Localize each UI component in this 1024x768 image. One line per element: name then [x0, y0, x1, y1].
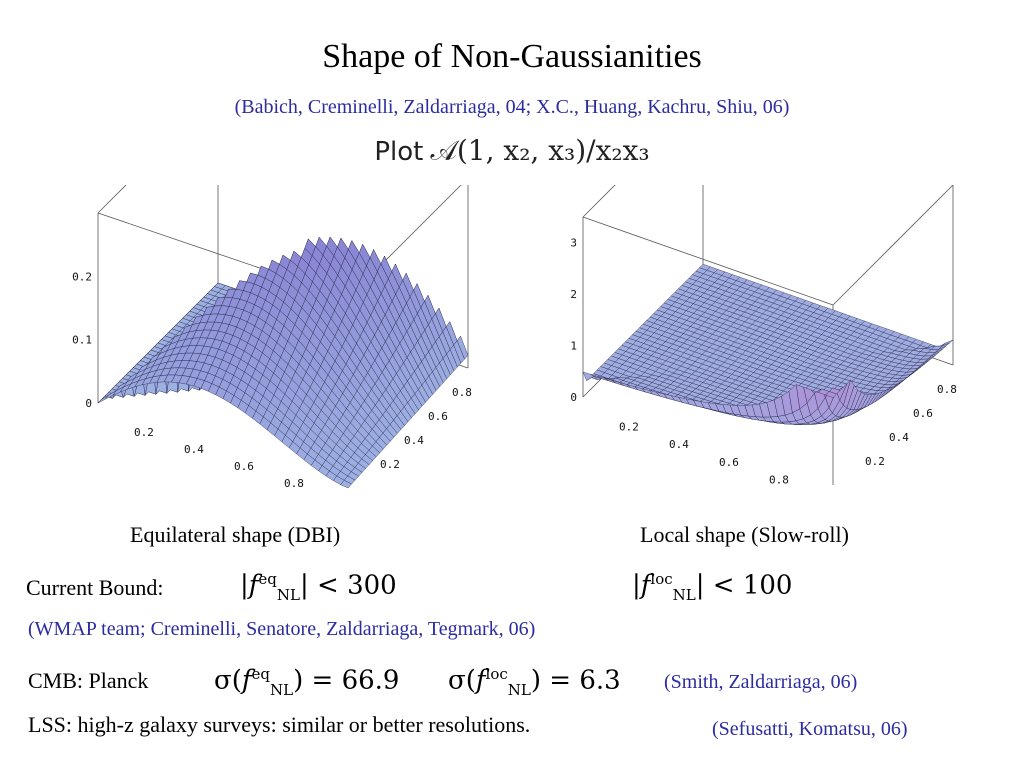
equilateral-caption: Equilateral shape (DBI)	[130, 522, 341, 547]
bound-eq-f: f	[248, 570, 259, 601]
sigma-eq-sup: eq	[251, 665, 271, 683]
bound-loc-value: 100	[742, 570, 793, 601]
sigma-eq-f: f	[241, 665, 252, 696]
lss-text: LSS: high-z galaxy surveys: similar or b…	[28, 712, 531, 737]
sigma-eq-lead: σ(	[214, 665, 242, 696]
local-surface-mesh	[582, 263, 954, 425]
equilateral-bound: |feqNL| < 300	[240, 570, 397, 604]
current-bound-label: Current Bound:	[26, 575, 164, 600]
x2-tick-label: 0.2	[134, 426, 154, 439]
z-tick-label: 3	[570, 237, 577, 250]
z-tick-label: 0.1	[72, 334, 92, 347]
bound-eq-value: 300	[347, 570, 397, 601]
plot-word: Plot	[374, 137, 424, 167]
local-caption: Local shape (Slow-roll)	[640, 522, 849, 547]
x3-tick-label: 0.6	[428, 410, 448, 423]
sigma-loc-f: f	[475, 665, 486, 696]
z-tick-label: 2	[570, 288, 577, 301]
bound-eq-op: <	[308, 570, 348, 601]
surface-cell	[941, 339, 954, 347]
x2-tick-label: 0.2	[619, 421, 639, 434]
x2-tick-label: 0.6	[719, 456, 739, 469]
sigma-loc-sup: loc	[485, 665, 508, 683]
local-bound: |flocNL| < 100	[632, 570, 793, 604]
cmb-label: CMB: Planck	[28, 668, 149, 693]
top-references: (Babich, Creminelli, Zaldarriaga, 04; X.…	[234, 96, 790, 118]
sigma-loc-value: 6.3	[579, 665, 621, 696]
equilateral-surface-plot: 0.2 0.4 0.6 0.8 0.2 0.4 0.6 0.8 0 0.1 0.2	[72, 185, 472, 490]
box-edge-top-front	[582, 216, 834, 306]
wmap-references: (WMAP team; Creminelli, Senatore, Zaldar…	[28, 618, 536, 640]
sigma-loc-lead: σ(	[448, 665, 476, 696]
box-edge-top-left	[582, 185, 616, 218]
box-edge-top-right	[832, 185, 954, 306]
x3-tick-label: 0.8	[937, 383, 957, 396]
x2-tick-label: 0.4	[184, 443, 204, 456]
surface-cell	[825, 391, 837, 398]
x3-tick-label: 0.2	[380, 458, 400, 471]
box-edge-top-left	[97, 185, 127, 214]
sigma-loc-tail: ) =	[530, 665, 580, 696]
x3-tick-label: 0.4	[889, 431, 909, 444]
z-tick-label: 1	[570, 340, 577, 353]
surface-cell	[582, 371, 595, 381]
z-tick-label: 0	[570, 391, 577, 404]
x2-tick-label: 0.6	[234, 460, 254, 473]
sigma-eq-value: 66.9	[341, 665, 400, 696]
sigma-eq-tail: ) =	[293, 665, 342, 696]
smith-references: (Smith, Zaldarriaga, 06)	[664, 671, 858, 693]
bound-loc-sup: loc	[650, 570, 673, 588]
local-sigma: σ(flocNL) = 6.3	[448, 665, 621, 699]
bound-eq-sup: eq	[258, 570, 277, 588]
sigma-loc-sub: NL	[507, 680, 531, 699]
bound-loc-op: <	[704, 570, 743, 601]
surface-cell	[340, 480, 352, 489]
z-tick-label: 0	[85, 397, 92, 410]
x2-tick-label: 0.8	[284, 477, 304, 490]
sefusatti-references: (Sefusatti, Komatsu, 06)	[712, 718, 908, 740]
equilateral-surface-mesh	[97, 236, 469, 489]
plot-expression: 𝒜(1, x₂, x₃)/x₂x₃	[430, 134, 650, 167]
equilateral-tick-labels: 0.2 0.4 0.6 0.8 0.2 0.4 0.6 0.8 0 0.1 0.2	[72, 270, 472, 490]
equilateral-sigma: σ(feqNL) = 66.9	[214, 665, 399, 699]
x3-tick-label: 0.2	[865, 455, 885, 468]
bound-loc-f: f	[640, 570, 651, 601]
x3-tick-label: 0.4	[404, 434, 424, 447]
plot-formula: Plot 𝒜(1, x₂, x₃)/x₂x₃	[0, 134, 1024, 168]
surface-cell	[97, 394, 110, 404]
z-tick-label: 0.2	[72, 270, 92, 283]
local-surface-plot: 0.2 0.4 0.6 0.8 0.2 0.4 0.6 0.8 0 1 2 3	[570, 185, 957, 487]
local-tick-labels: 0.2 0.4 0.6 0.8 0.2 0.4 0.6 0.8 0 1 2 3	[570, 237, 957, 487]
bound-eq-sub: NL	[276, 585, 300, 604]
x3-tick-label: 0.6	[913, 407, 933, 420]
x3-tick-label: 0.8	[452, 386, 472, 399]
bound-loc-sub: NL	[672, 585, 696, 604]
x2-tick-label: 0.4	[669, 438, 689, 451]
x2-tick-label: 0.8	[769, 473, 789, 486]
slide-title: Shape of Non-Gaussianities	[322, 38, 702, 75]
sigma-eq-sub: NL	[270, 680, 294, 699]
